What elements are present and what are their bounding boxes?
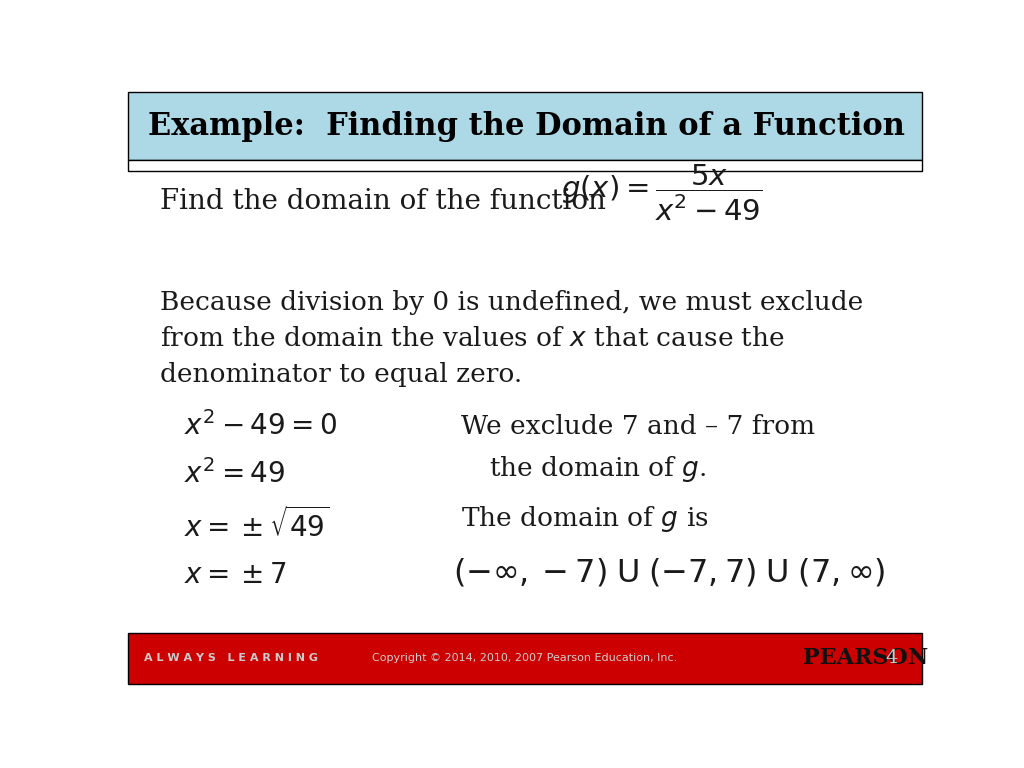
- Text: A L W A Y S   L E A R N I N G: A L W A Y S L E A R N I N G: [143, 654, 317, 664]
- Text: 4: 4: [886, 650, 898, 667]
- Text: PEARSON: PEARSON: [803, 647, 928, 670]
- Text: the domain of $g$.: the domain of $g$.: [489, 455, 707, 485]
- Text: We exclude 7 and – 7 from: We exclude 7 and – 7 from: [461, 414, 815, 439]
- Text: Copyright © 2014, 2010, 2007 Pearson Education, Inc.: Copyright © 2014, 2010, 2007 Pearson Edu…: [372, 654, 678, 664]
- Text: Find the domain of the function: Find the domain of the function: [160, 188, 605, 215]
- Text: $g(x) = \dfrac{5x}{x^2 - 49}$: $g(x) = \dfrac{5x}{x^2 - 49}$: [560, 163, 762, 223]
- FancyBboxPatch shape: [128, 92, 922, 161]
- Text: Because division by 0 is undefined, we must exclude
from the domain the values o: Because division by 0 is undefined, we m…: [160, 290, 863, 387]
- FancyBboxPatch shape: [128, 161, 922, 170]
- Text: The domain of $g$ is: The domain of $g$ is: [461, 504, 709, 534]
- Text: Example:  Finding the Domain of a Function: Example: Finding the Domain of a Functio…: [147, 111, 905, 141]
- Text: $(-\infty,-7)\;\mathsf{U}\;(-7,7)\;\mathsf{U}\;(7,\infty)$: $(-\infty,-7)\;\mathsf{U}\;(-7,7)\;\math…: [454, 557, 886, 589]
- Text: $x = \pm 7$: $x = \pm 7$: [183, 562, 286, 589]
- Text: $x^2 - 49 = 0$: $x^2 - 49 = 0$: [183, 412, 337, 442]
- Text: $x^2 = 49$: $x^2 = 49$: [183, 458, 285, 488]
- Text: $x = \pm\sqrt{49}$: $x = \pm\sqrt{49}$: [183, 507, 330, 543]
- FancyBboxPatch shape: [128, 634, 922, 684]
